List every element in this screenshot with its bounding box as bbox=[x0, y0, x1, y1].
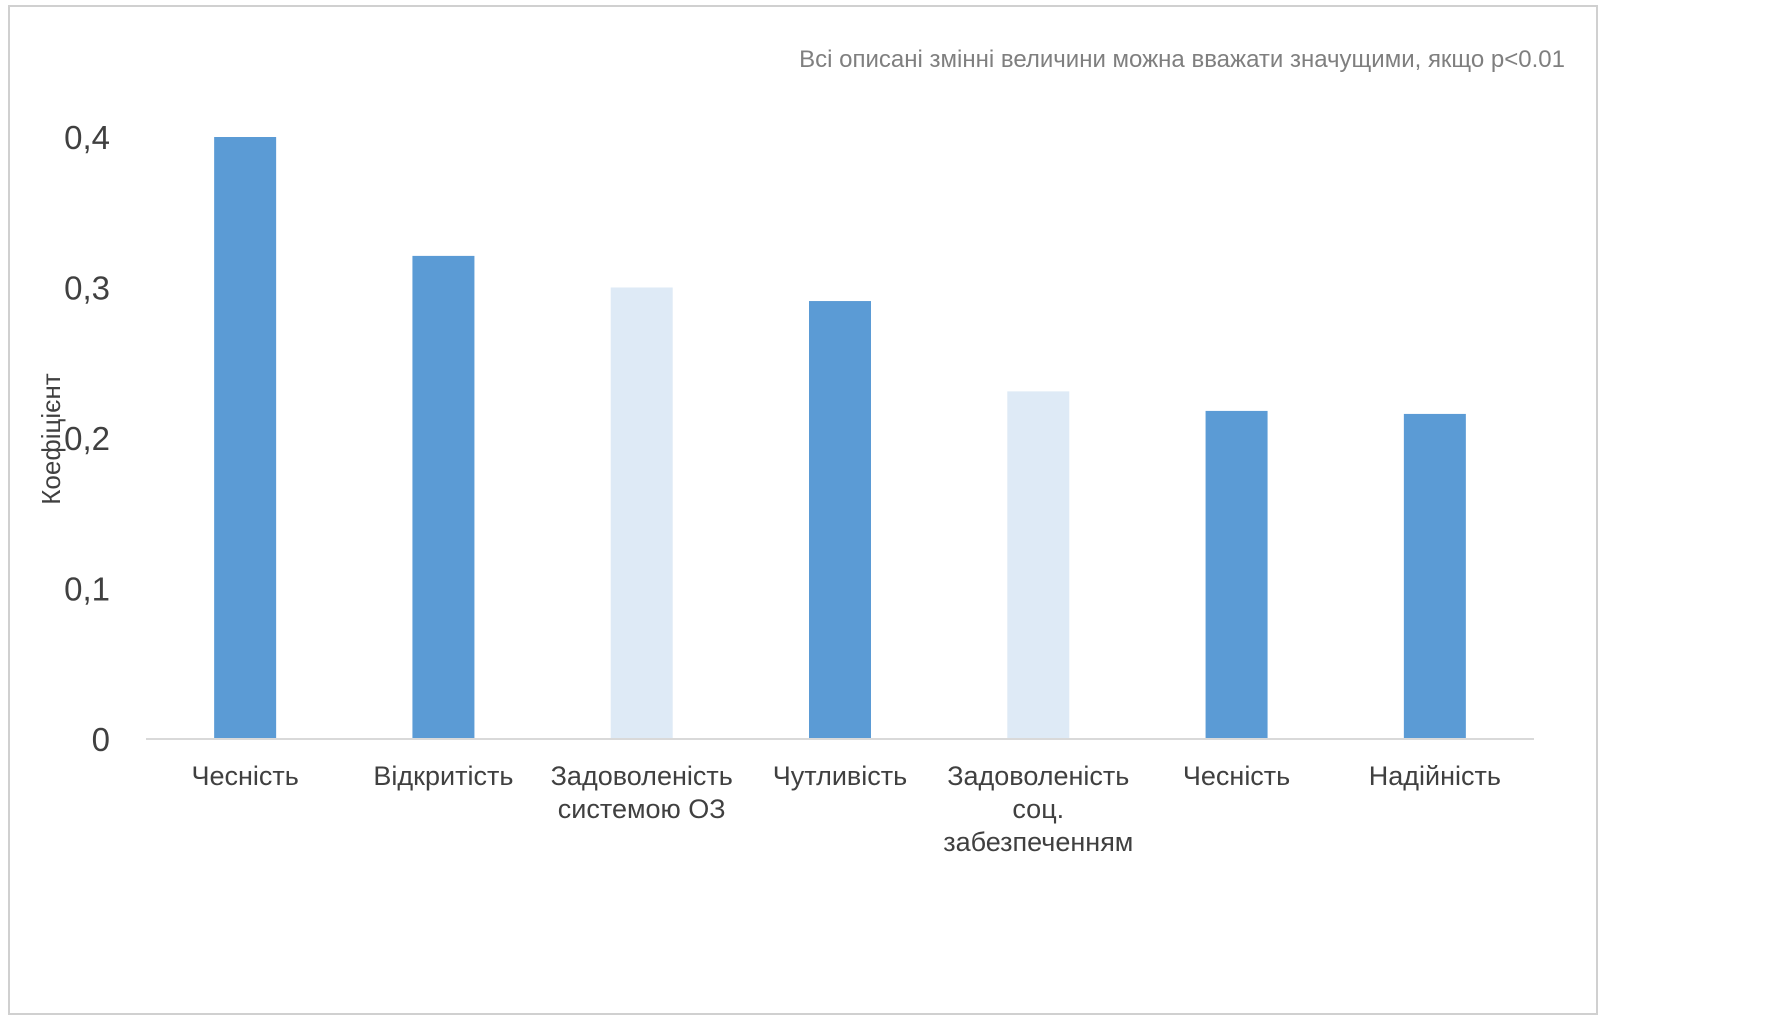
bar bbox=[610, 287, 673, 739]
x-axis-category-labels: Чесність Відкритість Задоволеністьсистемою… bbox=[191, 761, 1500, 857]
y-tick-label: 0,3 bbox=[64, 270, 110, 307]
x-category-label: Надійність bbox=[1369, 761, 1501, 791]
bar bbox=[1403, 413, 1466, 739]
y-tick-label: 0 bbox=[92, 721, 110, 758]
x-category-label: забезпеченням bbox=[943, 827, 1133, 857]
y-axis-title-group: Коефіцієнт bbox=[36, 373, 66, 505]
bar bbox=[1205, 410, 1268, 739]
bar bbox=[412, 255, 475, 739]
x-category-label: Задоволеність bbox=[947, 761, 1129, 791]
x-category-label: Чесність bbox=[191, 761, 298, 791]
bar bbox=[214, 137, 277, 739]
x-category-label: Чесність bbox=[1183, 761, 1290, 791]
x-category-label: системою ОЗ bbox=[558, 794, 726, 824]
y-tick-label: 0,4 bbox=[64, 119, 110, 156]
x-category-label: Відкритість bbox=[373, 761, 513, 791]
x-category-label: соц. bbox=[1012, 794, 1064, 824]
y-axis-title: Коефіцієнт bbox=[36, 373, 66, 505]
chart-frame: Всі описані змінні величини можна вважат… bbox=[8, 5, 1598, 1015]
y-axis-ticks: 0 0,1 0,2 0,3 0,4 bbox=[64, 119, 110, 758]
bar-chart: Всі описані змінні величини можна вважат… bbox=[36, 46, 1565, 857]
bar bbox=[809, 301, 871, 739]
x-category-label: Задоволеність bbox=[551, 761, 733, 791]
chart-note: Всі описані змінні величини можна вважат… bbox=[799, 46, 1565, 73]
x-category-label: Чутливість bbox=[773, 761, 907, 791]
y-tick-label: 0,2 bbox=[64, 420, 110, 457]
y-tick-label: 0,1 bbox=[64, 571, 110, 608]
bars bbox=[214, 137, 1466, 739]
bar bbox=[1007, 391, 1070, 739]
